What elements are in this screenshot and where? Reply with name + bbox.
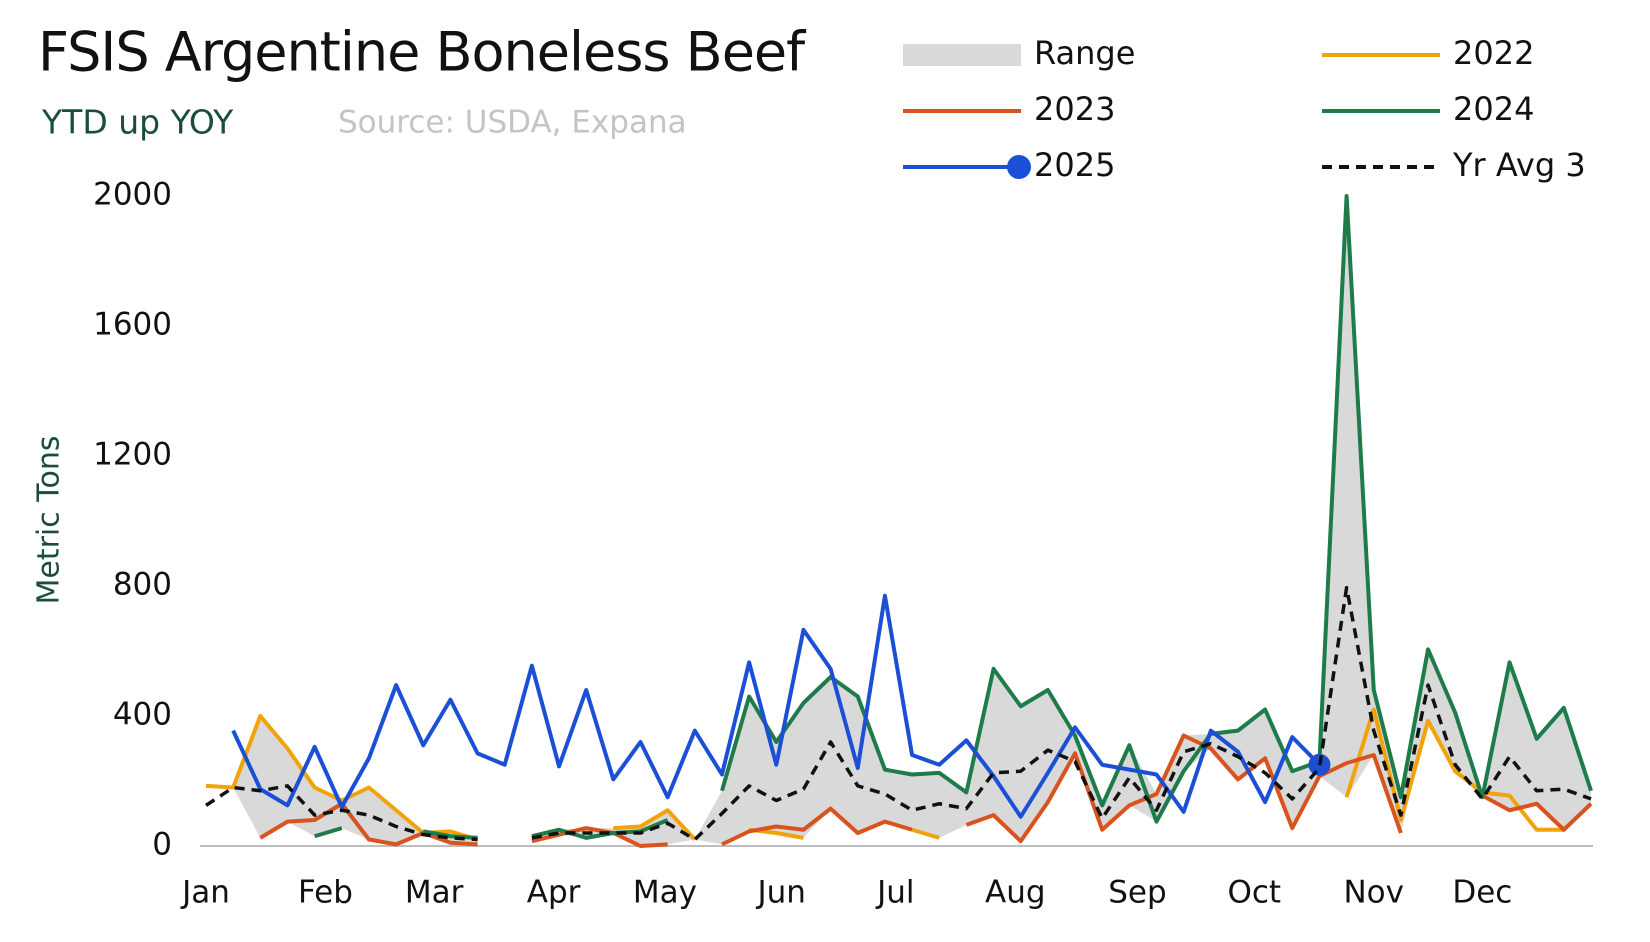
x-tick-label: Mar (405, 875, 464, 911)
series-line (314, 194, 1593, 840)
x-tick-label: Jul (875, 875, 914, 911)
legend-marker (1007, 155, 1031, 179)
legend-label: 2024 (1453, 90, 1534, 128)
range-band (531, 196, 1591, 846)
range-band (206, 716, 478, 845)
x-tick-label: Apr (527, 875, 581, 911)
chart-subtitle: YTD up YOY (41, 103, 234, 142)
series-line (205, 585, 1592, 842)
legend-swatch (903, 44, 1021, 66)
y-tick-label: 1600 (93, 307, 172, 343)
legend-label: Yr Avg 3 (1452, 146, 1586, 184)
x-tick-label: Oct (1227, 875, 1281, 911)
legend-label: 2025 (1034, 146, 1115, 184)
x-tick-label: May (633, 875, 697, 911)
x-tick-label: Nov (1343, 875, 1404, 911)
series-line (259, 733, 1593, 848)
x-tick-label: Jun (756, 875, 806, 911)
chart-source: Source: USDA, Expana (338, 105, 687, 141)
legend-label: 2022 (1453, 34, 1534, 72)
x-tick-label: Dec (1452, 875, 1512, 911)
legend-label: Range (1034, 34, 1135, 72)
x-tick-label: Feb (298, 875, 353, 911)
y-tick-label: 1200 (93, 437, 172, 473)
x-tick-label: Aug (985, 875, 1046, 911)
y-tick-label: 400 (113, 697, 172, 733)
x-tick-label: Sep (1108, 875, 1166, 911)
x-tick-label: Jan (180, 875, 230, 911)
series-line (231, 593, 1321, 819)
y-tick-label: 0 (152, 827, 172, 863)
chart-title: FSIS Argentine Boneless Beef (38, 21, 807, 84)
legend-label: 2023 (1034, 90, 1115, 128)
y-tick-label: 2000 (93, 177, 172, 213)
y-tick-label: 800 (113, 567, 172, 603)
series-line (205, 707, 1564, 842)
y-axis-label: Metric Tons (32, 435, 67, 604)
